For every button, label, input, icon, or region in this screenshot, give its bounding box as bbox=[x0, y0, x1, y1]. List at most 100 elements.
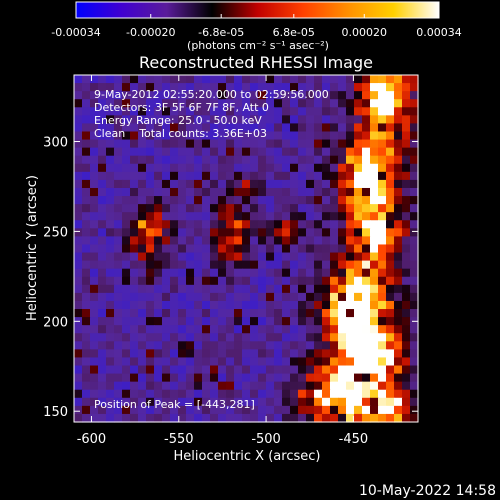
heatmap-cell bbox=[410, 179, 419, 189]
heatmap-cell bbox=[322, 236, 331, 246]
heatmap-cell bbox=[354, 83, 363, 92]
heatmap-cell bbox=[194, 131, 203, 141]
heatmap-cell bbox=[114, 244, 123, 254]
heatmap-cell bbox=[146, 204, 155, 213]
heatmap-cell bbox=[386, 252, 395, 262]
heatmap-cell bbox=[258, 115, 267, 125]
heatmap-cell bbox=[298, 147, 307, 157]
heatmap-cell bbox=[242, 131, 251, 141]
heatmap-cell bbox=[138, 357, 147, 367]
heatmap-cell bbox=[130, 204, 139, 213]
heatmap-cell bbox=[106, 99, 115, 108]
heatmap-cell bbox=[146, 357, 155, 367]
heatmap-cell bbox=[74, 405, 83, 415]
heatmap-cell bbox=[266, 405, 275, 415]
heatmap-cell bbox=[338, 252, 347, 262]
heatmap-cell bbox=[130, 413, 139, 423]
heatmap-cell bbox=[162, 341, 171, 350]
heatmap-cell bbox=[162, 171, 171, 181]
heatmap-cell bbox=[154, 413, 163, 423]
heatmap-cell bbox=[250, 179, 259, 189]
heatmap-cell bbox=[74, 147, 83, 157]
heatmap-cell bbox=[122, 163, 131, 173]
heatmap-cell bbox=[234, 220, 243, 229]
heatmap-cell bbox=[154, 268, 163, 278]
heatmap-cell bbox=[234, 317, 243, 326]
heatmap-cell bbox=[114, 147, 123, 157]
heatmap-cell bbox=[154, 115, 163, 125]
generation-timestamp: 10-May-2022 14:58 bbox=[359, 483, 496, 499]
heatmap-cell bbox=[346, 381, 355, 391]
heatmap-cell bbox=[410, 99, 419, 108]
heatmap-cell bbox=[362, 155, 371, 165]
heatmap-cell bbox=[274, 99, 283, 108]
heatmap-cell bbox=[194, 171, 203, 181]
heatmap-cell bbox=[154, 341, 163, 350]
heatmap-cell bbox=[370, 325, 379, 334]
heatmap-cell bbox=[202, 228, 211, 237]
heatmap-cell bbox=[250, 405, 259, 415]
heatmap-cell bbox=[298, 317, 307, 326]
heatmap-cell bbox=[82, 196, 91, 205]
y-tick-label: 250 bbox=[43, 225, 68, 240]
heatmap-cell bbox=[370, 212, 379, 221]
heatmap-cell bbox=[74, 163, 83, 173]
heatmap-cell bbox=[314, 212, 323, 221]
heatmap-cell bbox=[146, 228, 155, 237]
heatmap-cell bbox=[138, 300, 147, 310]
heatmap-cell bbox=[114, 115, 123, 125]
heatmap-cell bbox=[122, 397, 131, 407]
heatmap-cell bbox=[106, 91, 115, 100]
heatmap-cell bbox=[242, 317, 251, 326]
heatmap-cell bbox=[82, 91, 91, 100]
heatmap-cell bbox=[138, 163, 147, 173]
heatmap-cell bbox=[322, 405, 331, 415]
heatmap-cell bbox=[186, 139, 195, 149]
heatmap-cell bbox=[322, 244, 331, 254]
heatmap-cell bbox=[250, 349, 259, 359]
heatmap-cell bbox=[402, 357, 411, 367]
heatmap-cell bbox=[346, 357, 355, 367]
heatmap-cell bbox=[74, 252, 83, 262]
heatmap-cell bbox=[410, 139, 419, 149]
heatmap-cell bbox=[210, 139, 219, 149]
heatmap-cell bbox=[378, 75, 387, 84]
heatmap-cell bbox=[266, 413, 275, 423]
heatmap-cell bbox=[378, 341, 387, 350]
heatmap-cell bbox=[362, 131, 371, 141]
heatmap-cell bbox=[162, 373, 171, 383]
heatmap-cell bbox=[378, 115, 387, 125]
heatmap-cell bbox=[154, 244, 163, 254]
heatmap-cell bbox=[330, 236, 339, 246]
heatmap-cell bbox=[178, 99, 187, 108]
heatmap-cell bbox=[186, 99, 195, 108]
heatmap-cell bbox=[90, 204, 99, 213]
heatmap-cell bbox=[402, 284, 411, 294]
heatmap-cells bbox=[74, 75, 419, 423]
heatmap-cell bbox=[178, 397, 187, 407]
heatmap-cell bbox=[242, 107, 251, 116]
heatmap-cell bbox=[138, 107, 147, 116]
heatmap-cell bbox=[82, 317, 91, 326]
heatmap-cell bbox=[266, 244, 275, 254]
heatmap-cell bbox=[106, 341, 115, 350]
heatmap-cell bbox=[186, 276, 195, 286]
heatmap-cell bbox=[370, 413, 379, 423]
heatmap-cell bbox=[330, 123, 339, 133]
heatmap-cell bbox=[186, 341, 195, 350]
heatmap-cell bbox=[194, 413, 203, 423]
heatmap-cell bbox=[138, 317, 147, 326]
heatmap-cell bbox=[210, 75, 219, 84]
heatmap-cell bbox=[322, 309, 331, 318]
heatmap-cell bbox=[338, 75, 347, 84]
heatmap-cell bbox=[226, 155, 235, 165]
heatmap-cell bbox=[146, 107, 155, 116]
heatmap-cell bbox=[178, 147, 187, 157]
heatmap-cell bbox=[322, 325, 331, 334]
heatmap-cell bbox=[298, 139, 307, 149]
heatmap-cell bbox=[226, 204, 235, 213]
heatmap-cell bbox=[130, 139, 139, 149]
heatmap-cell bbox=[250, 83, 259, 92]
heatmap-cell bbox=[90, 212, 99, 221]
